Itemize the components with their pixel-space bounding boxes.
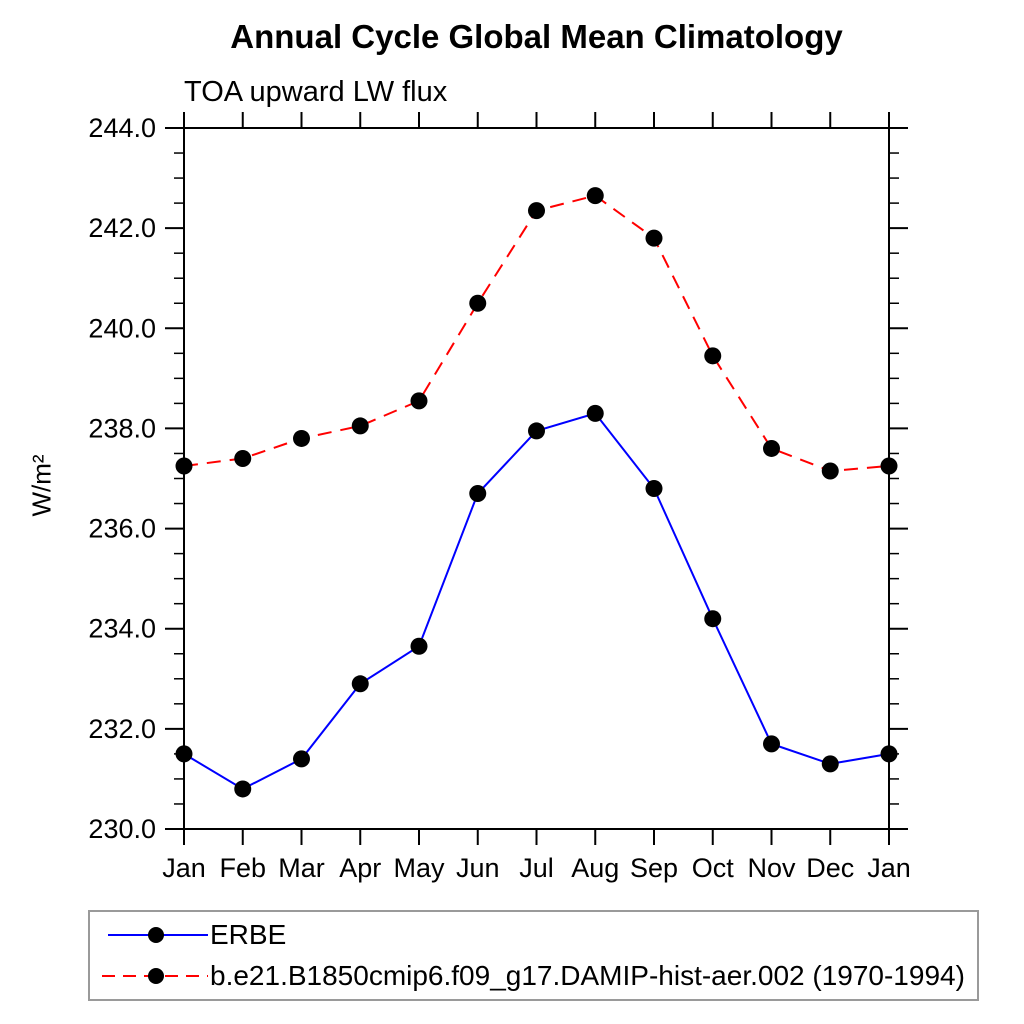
y-tick-label: 240.0 xyxy=(88,313,156,343)
data-point-marker xyxy=(763,439,780,457)
y-tick-label: 244.0 xyxy=(88,113,156,143)
data-point-marker xyxy=(234,780,252,798)
data-point-marker xyxy=(410,392,428,410)
data-point-marker xyxy=(528,202,545,220)
legend-sample-erbe xyxy=(108,926,208,943)
x-axis: Jan Feb Mar Apr May Jun Jul Aug Sep Oct Nov Dec Jan xyxy=(162,112,911,883)
data-point-marker xyxy=(175,457,193,475)
y-tick-label: 232.0 xyxy=(88,714,156,744)
data-point-marker xyxy=(351,675,369,693)
data-point-marker xyxy=(410,637,428,655)
legend-item-erbe: ERBE xyxy=(98,914,977,956)
x-tick-label: Sep xyxy=(630,853,678,883)
x-tick-label: May xyxy=(393,853,445,883)
data-point-marker xyxy=(821,755,839,773)
legend-label-model: b.e21.B1850cmip6.f09_g17.DAMIP-hist-aer.… xyxy=(210,960,965,992)
x-tick-label: Apr xyxy=(339,853,381,883)
x-tick-label: Jan xyxy=(867,853,911,883)
legend: ERBE b.e21.B1850cmip6.f09_g17.DAMIP-hist… xyxy=(88,910,979,1001)
data-point-marker xyxy=(469,485,487,503)
chart-title: Annual Cycle Global Mean Climatology xyxy=(230,18,843,55)
data-point-marker xyxy=(704,610,722,628)
legend-marker-dot xyxy=(148,926,164,943)
legend-item-model: b.e21.B1850cmip6.f09_g17.DAMIP-hist-aer.… xyxy=(98,956,977,998)
data-point-marker xyxy=(293,429,310,447)
data-point-marker xyxy=(645,229,663,247)
data-point-marker xyxy=(880,745,898,763)
legend-marker-dot xyxy=(148,968,164,985)
x-tick-label: Jan xyxy=(162,853,206,883)
data-point-marker xyxy=(880,457,898,475)
data-point-marker xyxy=(234,449,252,467)
data-point-marker xyxy=(469,294,487,312)
data-point-marker xyxy=(586,187,604,205)
data-point-marker xyxy=(645,480,663,498)
x-tick-label: Jul xyxy=(519,853,554,883)
x-tick-label: Feb xyxy=(219,853,266,883)
x-tick-label: Jun xyxy=(456,853,500,883)
y-tick-label: 238.0 xyxy=(88,413,156,443)
data-point-marker xyxy=(293,750,310,768)
data-point-marker xyxy=(821,462,839,480)
data-point-marker xyxy=(528,422,545,440)
y-tick-label: 242.0 xyxy=(88,213,156,243)
data-point-marker xyxy=(704,347,722,365)
x-tick-label: Dec xyxy=(806,853,854,883)
legend-label-erbe: ERBE xyxy=(210,918,287,950)
y-tick-label: 234.0 xyxy=(88,614,156,644)
data-point-marker xyxy=(351,417,369,435)
data-point-marker xyxy=(586,404,604,422)
series-model xyxy=(175,187,898,480)
x-tick-label: Nov xyxy=(747,853,796,883)
data-point-marker xyxy=(763,735,780,753)
y-tick-label: 236.0 xyxy=(88,514,156,544)
chart-subtitle: TOA upward LW flux xyxy=(184,76,448,108)
y-axis-minor-ticks xyxy=(174,152,899,805)
legend-sample-model xyxy=(102,968,208,985)
x-tick-label: Mar xyxy=(278,853,325,883)
series-erbe xyxy=(175,404,898,798)
x-tick-label: Aug xyxy=(571,853,619,883)
data-point-marker xyxy=(175,745,193,763)
x-tick-label: Oct xyxy=(692,853,735,883)
y-tick-label: 230.0 xyxy=(88,814,156,844)
plot-frame xyxy=(183,127,890,830)
y-axis: 230.0 232.0 234.0 236.0 238.0 240.0 242.0 244.0 xyxy=(88,113,908,844)
